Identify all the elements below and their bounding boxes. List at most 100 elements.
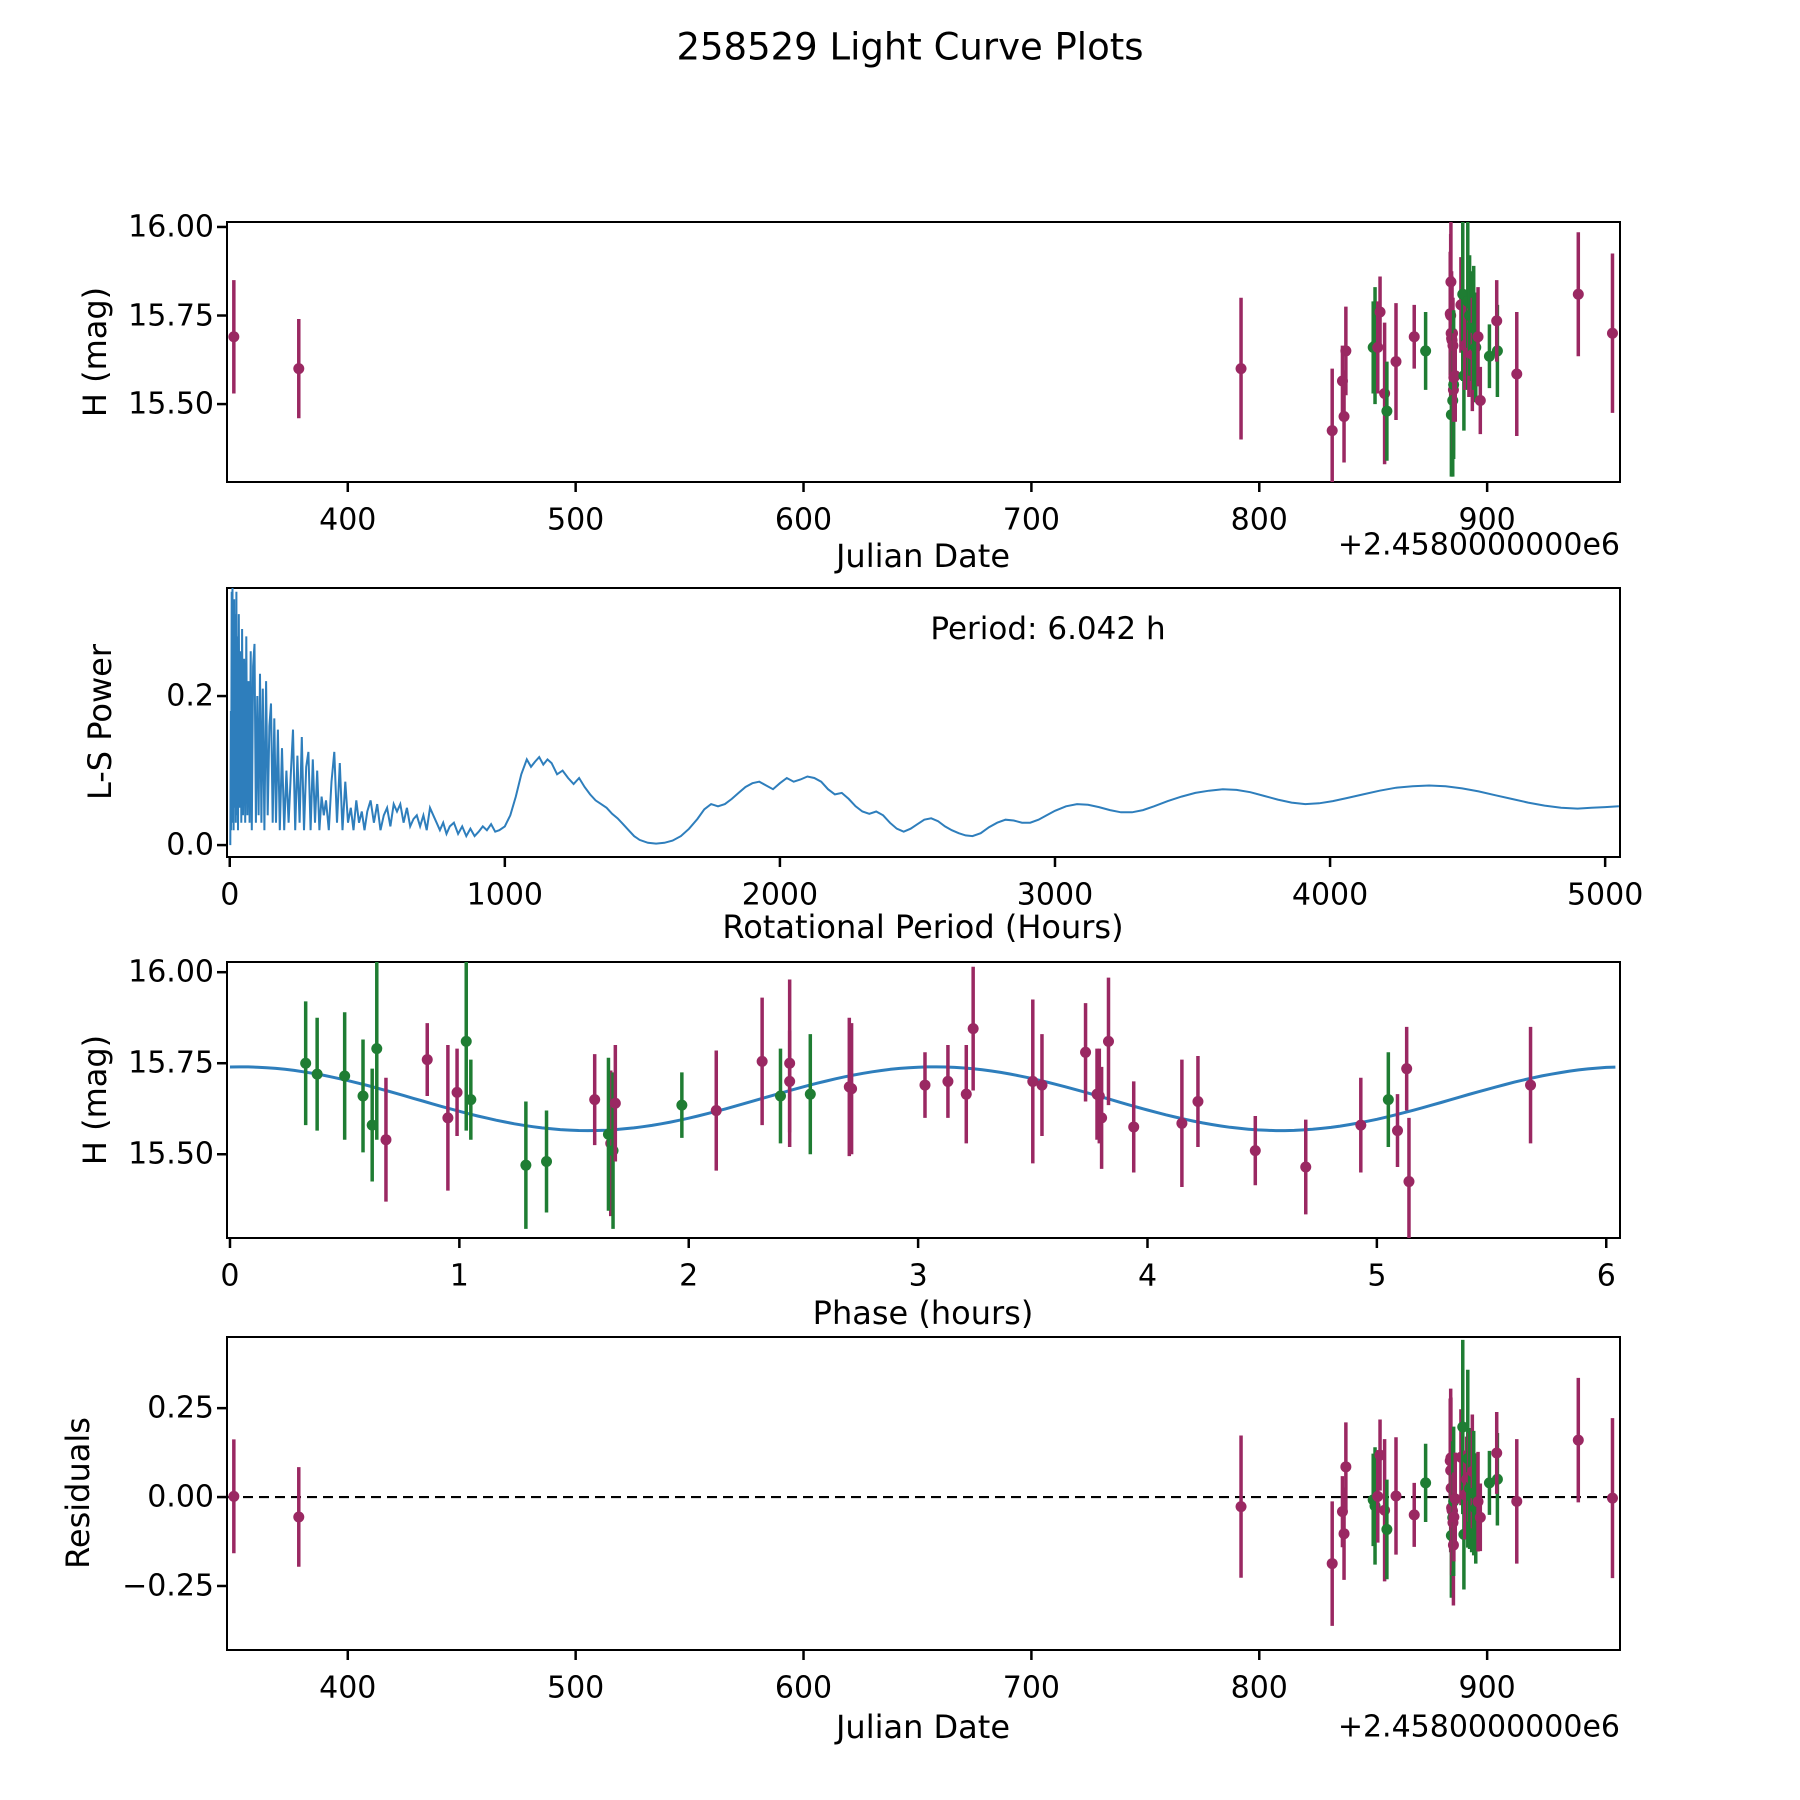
data-point bbox=[1390, 356, 1402, 368]
jd_mag-xtick-label: 900 bbox=[1458, 502, 1516, 538]
jd_mag-ytick-label: 16.00 bbox=[128, 209, 214, 245]
data-point bbox=[1340, 345, 1352, 357]
jd_mag-ytick-label: 15.50 bbox=[128, 386, 214, 422]
phase-data bbox=[300, 962, 1537, 1238]
data-point bbox=[1235, 1501, 1247, 1513]
residuals-xtick-label: 700 bbox=[1002, 1670, 1061, 1706]
data-point bbox=[465, 1094, 477, 1106]
data-point bbox=[784, 1075, 796, 1087]
data-point bbox=[311, 1068, 323, 1080]
residuals-xtick-label: 500 bbox=[547, 1670, 605, 1706]
periodogram-xtick-label: 4000 bbox=[1291, 877, 1369, 913]
data-point bbox=[756, 1055, 768, 1067]
data-point bbox=[1606, 327, 1618, 339]
data-point bbox=[1483, 350, 1495, 362]
data-point bbox=[541, 1156, 553, 1168]
data-point bbox=[1102, 1035, 1114, 1047]
residuals-data bbox=[228, 1339, 1618, 1626]
residuals-ytick-label: 0.00 bbox=[147, 1479, 214, 1515]
residuals-ytick-label: 0.25 bbox=[147, 1390, 214, 1426]
phase-xtick-label: 4 bbox=[1137, 1258, 1158, 1294]
data-point bbox=[1392, 1125, 1404, 1137]
data-point bbox=[1408, 331, 1420, 343]
jd_mag-xtick-label: 600 bbox=[774, 502, 833, 538]
data-point bbox=[1408, 1509, 1420, 1521]
phase-ytick-label: 15.50 bbox=[128, 1136, 214, 1172]
phase-ytick-label: 15.75 bbox=[128, 1045, 214, 1081]
data-point bbox=[366, 1119, 378, 1131]
data-point bbox=[804, 1088, 816, 1100]
data-point bbox=[1381, 1523, 1393, 1535]
jd_mag-frame bbox=[226, 221, 1621, 483]
data-point bbox=[1457, 1421, 1469, 1433]
data-point bbox=[919, 1079, 931, 1091]
data-point bbox=[602, 1128, 614, 1140]
jd_mag-xtick-label: 400 bbox=[319, 502, 377, 538]
data-point bbox=[1036, 1079, 1048, 1091]
jd_mag-xtick-label: 700 bbox=[1002, 502, 1061, 538]
data-point bbox=[589, 1094, 601, 1106]
data-point bbox=[1080, 1046, 1092, 1058]
data-point bbox=[1381, 405, 1393, 417]
data-point bbox=[442, 1112, 454, 1124]
data-point bbox=[1338, 410, 1350, 422]
data-point bbox=[960, 1088, 972, 1100]
phase-xtick-label: 6 bbox=[1596, 1258, 1616, 1294]
data-point bbox=[1449, 1493, 1461, 1505]
periodogram-ytick-label: 0.2 bbox=[166, 678, 214, 714]
phase-xtick-label: 2 bbox=[679, 1258, 699, 1294]
data-point bbox=[293, 363, 305, 375]
ls-power-line bbox=[229, 588, 1619, 846]
data-point bbox=[1374, 306, 1386, 318]
residuals-xtick-label: 800 bbox=[1230, 1670, 1288, 1706]
periodogram-xtick-label: 0 bbox=[220, 877, 240, 913]
jd_mag-xtick-label: 500 bbox=[547, 502, 605, 538]
data-point bbox=[1472, 331, 1484, 343]
periodogram-xtick-label: 5000 bbox=[1566, 877, 1644, 913]
data-point bbox=[339, 1070, 351, 1082]
residuals-ytick-label: −0.25 bbox=[122, 1568, 214, 1604]
sinusoid-fit-line bbox=[229, 1065, 1616, 1133]
data-point bbox=[1390, 1490, 1402, 1502]
data-point bbox=[451, 1086, 463, 1098]
residuals-xtick-label: 600 bbox=[774, 1670, 833, 1706]
data-point bbox=[1403, 1176, 1415, 1188]
jdmag-ylabel: H (mag) bbox=[76, 286, 114, 418]
data-point bbox=[710, 1105, 722, 1117]
data-point bbox=[1374, 1449, 1386, 1461]
data-point bbox=[300, 1057, 312, 1069]
data-point bbox=[1491, 1447, 1503, 1459]
data-point bbox=[1235, 363, 1247, 375]
jdmag-xlabel: Julian Date bbox=[835, 537, 1011, 575]
data-point bbox=[1382, 1094, 1394, 1106]
data-point bbox=[1474, 1511, 1486, 1523]
data-point bbox=[293, 1511, 305, 1523]
data-point bbox=[1474, 395, 1486, 407]
periodogram-ytick-label: 0.0 bbox=[166, 827, 214, 863]
data-point bbox=[1511, 1495, 1523, 1507]
data-point bbox=[774, 1090, 786, 1102]
phase-xtick-label: 5 bbox=[1367, 1258, 1387, 1294]
periodogram-xlabel: Rotational Period (Hours) bbox=[722, 908, 1124, 946]
jd_mag-xtick-label: 800 bbox=[1230, 502, 1288, 538]
data-point bbox=[1525, 1079, 1537, 1091]
residuals-xtick-label: 900 bbox=[1458, 1670, 1516, 1706]
jd_mag-data bbox=[228, 222, 1618, 482]
phase-xlabel: Phase (hours) bbox=[812, 1294, 1034, 1332]
phase-ytick-label: 16.00 bbox=[128, 954, 214, 990]
data-point bbox=[942, 1075, 954, 1087]
data-point bbox=[1420, 345, 1432, 357]
data-point bbox=[421, 1054, 433, 1066]
data-point bbox=[1340, 1461, 1352, 1473]
data-point bbox=[1449, 370, 1461, 382]
data-point bbox=[1300, 1161, 1312, 1173]
data-point bbox=[846, 1083, 858, 1095]
phase-xtick-label: 3 bbox=[908, 1258, 928, 1294]
data-point bbox=[1606, 1492, 1618, 1504]
residuals-axis-offset: +2.4580000000e6 bbox=[1337, 1709, 1620, 1745]
data-point bbox=[609, 1097, 621, 1109]
data-point bbox=[1420, 1477, 1432, 1489]
residuals-frame bbox=[226, 1336, 1621, 1651]
